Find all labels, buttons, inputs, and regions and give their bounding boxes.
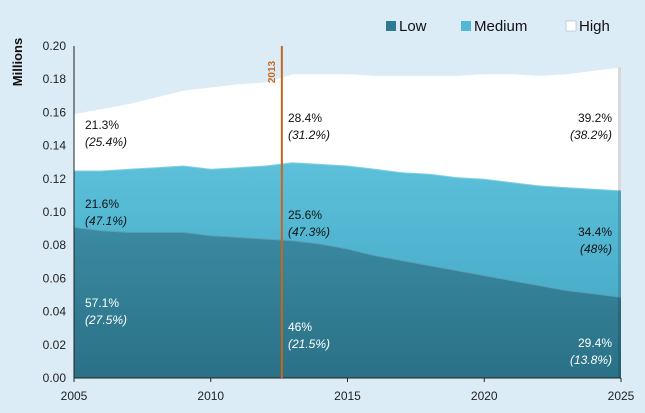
annotation-share: 28.4% (288, 111, 322, 125)
annotation-share: 29.4% (578, 336, 612, 350)
annotation-share-alt: (31.2%) (288, 128, 330, 142)
y-tick-label: 0.18 (43, 72, 67, 86)
legend-label-high: High (579, 18, 610, 35)
annotation-share-alt: (21.5%) (288, 337, 330, 351)
x-tick-label: 2025 (608, 389, 635, 403)
x-tick-label: 2010 (197, 389, 224, 403)
annotation-share-alt: (27.5%) (85, 313, 127, 327)
area-medium (74, 162, 621, 297)
y-tick-label: 0.20 (43, 39, 67, 53)
annotation-share: 21.3% (85, 118, 119, 132)
y-tick-label: 0.14 (43, 139, 67, 153)
annotation-share-alt: (25.4%) (85, 135, 127, 149)
annotation-share: 39.2% (578, 111, 612, 125)
y-tick-label: 0.12 (43, 172, 67, 186)
legend: Low Medium High (386, 18, 610, 35)
legend-label-low: Low (399, 18, 427, 35)
annotation-share: 25.6% (288, 208, 322, 222)
y-tick-label: 0.00 (43, 371, 67, 385)
annotation-share-alt: (13.8%) (570, 353, 612, 367)
y-tick-label: 0.06 (43, 271, 67, 285)
area-low (74, 226, 621, 378)
annotation-share-alt: (47.3%) (288, 225, 330, 239)
marker-label: 2013 (267, 60, 278, 83)
legend-swatch-high (565, 20, 577, 32)
y-tick-label: 0.04 (43, 305, 67, 319)
annotation-share-alt: (48%) (580, 242, 612, 256)
y-axis-label: Millions (10, 38, 25, 86)
annotation-share: 57.1% (85, 296, 119, 310)
area-high (74, 67, 621, 191)
y-tick-label: 0.08 (43, 238, 67, 252)
annotation-share: 21.6% (85, 197, 119, 211)
x-tick-label: 2015 (334, 389, 361, 403)
legend-swatch-low (386, 21, 396, 31)
y-tick-label: 0.16 (43, 105, 67, 119)
y-tick-label: 0.10 (43, 205, 67, 219)
area-right-shadow (618, 67, 621, 378)
annotation-share: 34.4% (578, 225, 612, 239)
x-tick-label: 2020 (471, 389, 498, 403)
annotation-share: 46% (288, 320, 312, 334)
x-tick-label: 2005 (61, 389, 88, 403)
annotation-share-alt: (38.2%) (570, 128, 612, 142)
legend-swatch-medium (461, 21, 471, 31)
y-tick-label: 0.02 (43, 338, 67, 352)
legend-label-medium: Medium (474, 18, 527, 35)
annotation-share-alt: (47.1%) (85, 214, 127, 228)
